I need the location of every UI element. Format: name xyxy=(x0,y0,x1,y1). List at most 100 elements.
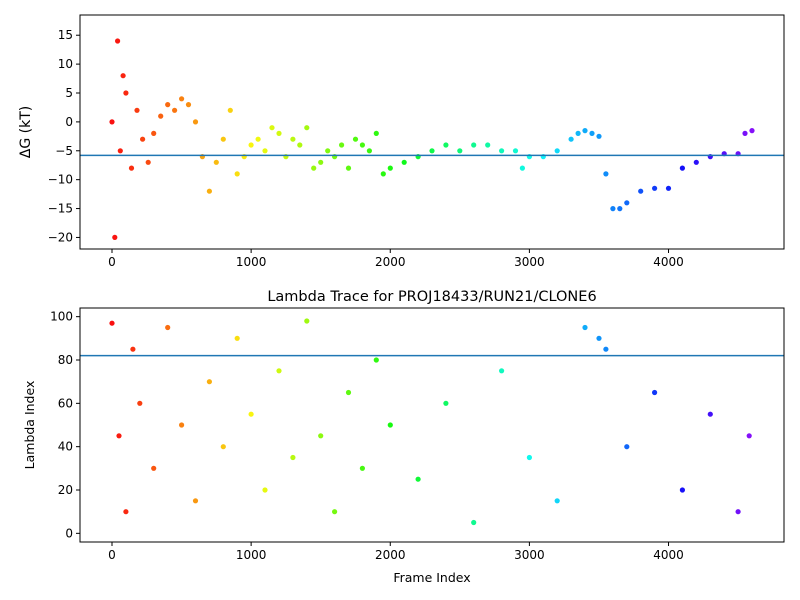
delta-g-point xyxy=(112,234,118,240)
delta-g-point xyxy=(117,148,123,154)
delta-g-y-tick-label: −5 xyxy=(55,144,73,158)
lambda-x-tick-label: 1000 xyxy=(236,548,267,562)
lambda-point xyxy=(165,324,171,331)
delta-g-point xyxy=(185,102,192,108)
delta-g-point xyxy=(380,171,386,177)
delta-g-point xyxy=(499,148,505,154)
delta-g-point xyxy=(220,136,226,142)
lambda-point xyxy=(234,335,240,341)
lambda-x-tick-label: 3000 xyxy=(514,548,545,562)
lambda-point xyxy=(304,318,310,324)
lambda-x-tick-label: 2000 xyxy=(375,548,406,562)
lambda-point xyxy=(290,454,296,461)
delta-g-y-tick-label: −20 xyxy=(48,230,73,244)
delta-g-point xyxy=(234,171,240,177)
lambda-point xyxy=(332,509,338,515)
delta-g-y-ticks: 15 10 5 0 −5 −10 −15 −20 xyxy=(48,28,80,244)
delta-g-point xyxy=(457,148,463,154)
lambda-point xyxy=(415,476,421,482)
delta-g-point xyxy=(617,206,623,212)
delta-g-x-tick-label: 3000 xyxy=(514,255,545,269)
delta-g-point xyxy=(359,142,365,148)
delta-g-x-tick-label: 2000 xyxy=(375,255,406,269)
delta-g-point xyxy=(158,113,164,119)
delta-g-x-tick-label: 0 xyxy=(108,255,116,269)
delta-g-point xyxy=(693,159,699,165)
delta-g-point xyxy=(325,148,331,154)
delta-g-point xyxy=(248,142,254,148)
lambda-y-tick-label: 40 xyxy=(58,440,73,454)
lambda-point xyxy=(443,400,449,406)
delta-g-x-tick-label: 4000 xyxy=(653,255,684,269)
delta-g-point xyxy=(120,73,126,79)
delta-g-y-tick-label: 5 xyxy=(65,86,73,100)
delta-g-point xyxy=(387,165,393,171)
lambda-point xyxy=(262,487,268,493)
delta-g-point xyxy=(269,125,275,131)
lambda-point xyxy=(526,454,533,461)
delta-g-point xyxy=(151,130,157,136)
delta-g-point xyxy=(624,200,630,206)
delta-g-point xyxy=(318,159,324,165)
lambda-point xyxy=(192,498,199,504)
lambda-point xyxy=(109,320,115,326)
delta-g-point xyxy=(123,90,129,96)
delta-g-point xyxy=(213,159,219,165)
lambda-point xyxy=(603,346,609,352)
lambda-point xyxy=(130,346,136,352)
delta-g-panel: 0 1000 2000 3000 4000 15 10 5 0 −5 −10 −15 −20 ΔG (… xyxy=(18,14,785,269)
lambda-point xyxy=(679,487,686,493)
lambda-panel: Lambda Trace for PROJ18433/RUN21/CLONE6 … xyxy=(22,289,785,585)
lambda-point xyxy=(151,465,157,471)
delta-g-point xyxy=(485,142,491,148)
lambda-x-ticks: 0 1000 2000 3000 4000 xyxy=(108,542,684,562)
lambda-x-tick-label: 4000 xyxy=(653,548,684,562)
delta-g-point xyxy=(297,142,303,148)
delta-g-point xyxy=(179,96,185,102)
lambda-y-tick-label: 60 xyxy=(58,396,73,410)
delta-g-point xyxy=(401,159,407,165)
delta-g-point xyxy=(638,188,644,194)
lambda-point xyxy=(318,433,324,439)
delta-g-point xyxy=(276,130,282,136)
delta-g-y-axis-label: ΔG (kT) xyxy=(18,106,34,158)
delta-g-x-ticks: 0 1000 2000 3000 4000 xyxy=(108,249,684,269)
delta-g-point xyxy=(652,185,658,191)
lambda-point xyxy=(137,400,143,406)
delta-g-point xyxy=(165,102,171,108)
delta-g-point xyxy=(749,128,755,134)
delta-g-x-tick-label: 1000 xyxy=(236,255,267,269)
lambda-point xyxy=(387,422,393,428)
lambda-point xyxy=(220,444,226,450)
lambda-point xyxy=(596,335,602,341)
lambda-point xyxy=(123,509,129,515)
delta-g-point xyxy=(290,136,296,142)
lambda-point xyxy=(746,433,752,439)
delta-g-point xyxy=(603,171,609,177)
lambda-point xyxy=(624,444,630,450)
delta-g-y-tick-label: 15 xyxy=(58,28,73,42)
lambda-point xyxy=(359,465,365,471)
delta-g-point xyxy=(366,148,372,154)
lambda-y-ticks: 100 80 60 40 20 0 xyxy=(50,310,80,540)
delta-g-point xyxy=(140,136,146,142)
lambda-point xyxy=(276,368,282,374)
delta-g-y-tick-label: 10 xyxy=(58,57,73,71)
delta-g-point xyxy=(304,125,310,131)
delta-g-point xyxy=(262,148,268,154)
delta-g-point xyxy=(665,185,672,191)
delta-g-point xyxy=(575,130,581,136)
lambda-y-tick-label: 0 xyxy=(65,526,73,540)
delta-g-point xyxy=(109,119,115,125)
delta-g-point xyxy=(589,130,595,136)
delta-g-point xyxy=(519,165,526,171)
delta-g-point xyxy=(373,130,379,136)
delta-g-point xyxy=(512,148,519,154)
lambda-point xyxy=(179,422,185,428)
lambda-x-tick-label: 0 xyxy=(108,548,116,562)
delta-g-point xyxy=(128,165,135,171)
delta-g-point xyxy=(742,130,748,136)
lambda-points xyxy=(109,318,752,526)
